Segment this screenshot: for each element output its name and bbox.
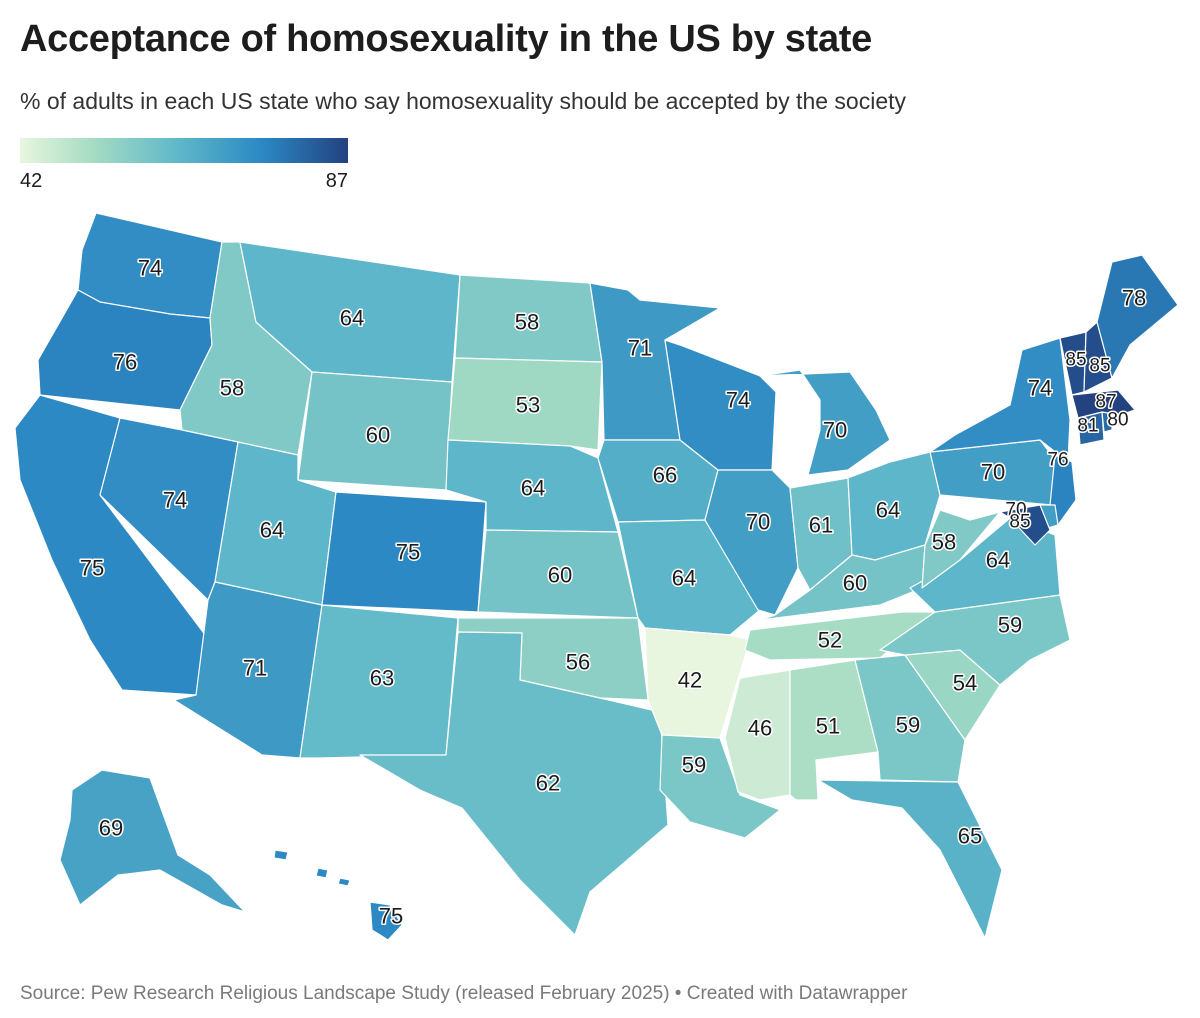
state-value-label-ny: 74 xyxy=(1028,376,1052,401)
chart-subtitle: % of adults in each US state who say hom… xyxy=(20,88,907,114)
state-hi-islet-2 xyxy=(337,877,351,887)
state-fl xyxy=(817,779,1003,939)
color-legend: 42 87 xyxy=(20,138,348,192)
state-value-label-wv: 58 xyxy=(932,530,956,555)
state-value-label-ar: 42 xyxy=(678,668,702,693)
state-value-label-ri: 80 xyxy=(1107,410,1128,431)
state-tx xyxy=(359,631,669,936)
state-value-label-me: 78 xyxy=(1122,286,1146,311)
state-value-label-wa: 74 xyxy=(138,256,162,281)
legend-max-label: 87 xyxy=(325,170,348,192)
legend-color-scale xyxy=(20,138,348,163)
legend-min-label: 42 xyxy=(20,170,43,192)
state-value-label-ca: 75 xyxy=(80,556,104,581)
state-value-label-ga: 59 xyxy=(896,713,920,738)
state-ny xyxy=(929,337,1071,463)
state-il xyxy=(704,469,799,616)
state-value-label-wi: 74 xyxy=(726,388,750,413)
state-mi xyxy=(759,369,891,476)
state-value-label-nv: 74 xyxy=(163,488,187,513)
state-value-label-wy: 60 xyxy=(366,423,390,448)
state-value-label-ma: 87 xyxy=(1095,392,1116,413)
state-value-label-tn: 52 xyxy=(818,628,842,653)
state-ma xyxy=(1071,389,1136,419)
state-value-label-fl: 65 xyxy=(958,824,982,849)
state-value-label-ks: 60 xyxy=(548,563,572,588)
state-value-label-ct: 81 xyxy=(1077,416,1098,437)
state-value-label-ms: 46 xyxy=(748,716,772,741)
state-hi xyxy=(369,901,403,941)
state-sd xyxy=(447,357,603,451)
state-value-label-ia: 66 xyxy=(653,463,677,488)
state-la xyxy=(659,734,781,839)
state-value-label-mo: 64 xyxy=(672,566,696,591)
state-value-label-ut: 64 xyxy=(260,518,284,543)
state-value-label-hi: 75 xyxy=(379,904,403,929)
state-value-label-il: 70 xyxy=(746,510,770,535)
state-value-label-ky: 60 xyxy=(843,571,867,596)
state-value-label-nh: 85 xyxy=(1089,356,1110,377)
state-value-label-oh: 64 xyxy=(876,498,900,523)
state-value-label-va: 64 xyxy=(986,548,1010,573)
state-value-label-co: 75 xyxy=(396,540,420,565)
state-hi-islet-1 xyxy=(315,867,329,879)
state-ak xyxy=(59,769,246,913)
state-value-label-ne: 64 xyxy=(521,476,545,501)
state-value-label-nd: 58 xyxy=(515,310,539,335)
state-me xyxy=(1096,254,1179,379)
state-value-label-az: 71 xyxy=(243,656,267,681)
state-value-label-mi: 70 xyxy=(823,418,847,443)
state-value-label-ok: 56 xyxy=(566,650,590,675)
state-value-label-la: 59 xyxy=(682,753,706,778)
state-value-label-tx: 62 xyxy=(536,771,560,796)
state-value-label-sd: 53 xyxy=(516,393,540,418)
state-value-label-de: 70 xyxy=(1005,500,1026,521)
state-value-label-pa: 70 xyxy=(981,460,1005,485)
state-hi-islet-3 xyxy=(273,849,289,861)
chart-title: Acceptance of homosexuality in the US by… xyxy=(20,18,872,60)
state-value-label-or: 76 xyxy=(113,350,137,375)
state-value-label-ak: 69 xyxy=(99,816,123,841)
state-value-label-nc: 59 xyxy=(998,613,1022,638)
state-value-label-sc: 54 xyxy=(953,671,977,696)
state-nj xyxy=(1049,454,1077,526)
state-value-label-mn: 71 xyxy=(628,336,652,361)
state-value-label-mt: 64 xyxy=(340,306,364,331)
state-value-label-nm: 63 xyxy=(370,666,394,691)
state-value-label-vt: 85 xyxy=(1065,350,1086,371)
state-value-label-in: 61 xyxy=(809,513,833,538)
state-value-label-id: 58 xyxy=(220,376,244,401)
us-state-map: 74 76 75 58 74 64 60 64 71 75 63 58 53 64 60 56 62 71 66 64… xyxy=(14,212,1179,941)
state-md xyxy=(999,504,1051,546)
state-value-label-md: 85 xyxy=(1009,512,1030,533)
state-value-label-nj: 76 xyxy=(1047,450,1068,471)
state-value-label-al: 51 xyxy=(816,714,840,739)
source-note: Source: Pew Research Religious Landscape… xyxy=(20,983,908,1004)
